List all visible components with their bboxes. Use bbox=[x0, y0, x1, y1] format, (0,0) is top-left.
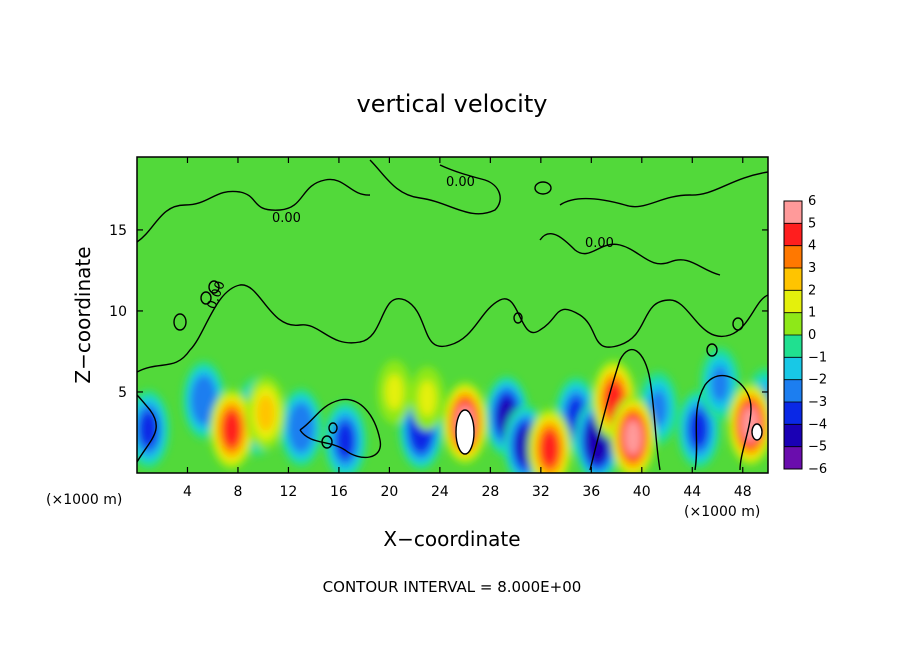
contour-label: 0.00 bbox=[585, 236, 614, 251]
colorbar-tick-label: −5 bbox=[808, 440, 827, 455]
contour-line bbox=[694, 374, 752, 471]
colorbar-tick-label: 3 bbox=[808, 261, 816, 276]
x-tick-label: 32 bbox=[532, 484, 550, 500]
x-axis-unit-left: (×1000 m) bbox=[46, 492, 122, 508]
contour-line bbox=[137, 394, 157, 463]
colorbar-swatch bbox=[784, 312, 802, 335]
y-axis: 5 10 15 bbox=[109, 223, 768, 401]
x-tick-label: 24 bbox=[431, 484, 449, 500]
updraft-cell bbox=[222, 411, 241, 448]
contour-loop bbox=[200, 291, 212, 305]
y-tick-label: 15 bbox=[109, 223, 127, 239]
x-tick-label: 16 bbox=[330, 484, 348, 500]
contour-loop bbox=[208, 280, 220, 294]
updraft-cell bbox=[624, 419, 642, 456]
colorbar-tick-label: −6 bbox=[808, 462, 827, 477]
colorbar-tick-label: −4 bbox=[808, 417, 827, 432]
x-tick-label: 4 bbox=[183, 484, 192, 500]
updraft-cell bbox=[256, 395, 275, 432]
colorbar-swatch bbox=[784, 379, 802, 402]
x-tick-label: 48 bbox=[734, 484, 752, 500]
contour-labels: 0.00 0.00 0.00 0.00 bbox=[205, 175, 614, 311]
colorbar-swatch bbox=[784, 223, 802, 246]
contour-label: 0.00 bbox=[272, 211, 301, 226]
contour-line bbox=[369, 159, 501, 215]
x-tick-label: 36 bbox=[582, 484, 600, 500]
downdraft-cell bbox=[689, 411, 708, 448]
contour-line bbox=[559, 171, 768, 208]
updraft-cell bbox=[385, 373, 404, 410]
contour-line bbox=[539, 233, 721, 276]
contour-label: 0.00 bbox=[446, 175, 475, 190]
downdraft-cell bbox=[195, 382, 213, 419]
contour-loop bbox=[455, 409, 475, 455]
colorbar-swatch bbox=[784, 290, 802, 313]
x-tick-label: 12 bbox=[280, 484, 298, 500]
chart-title: vertical velocity bbox=[357, 90, 548, 118]
updraft-cell bbox=[540, 430, 559, 467]
contour-line bbox=[137, 284, 768, 373]
y-axis-title: Z−coordinate bbox=[71, 246, 95, 383]
x-tick-label: 8 bbox=[233, 484, 242, 500]
y-tick-label: 5 bbox=[118, 385, 127, 401]
colorbar-tick-label: 2 bbox=[808, 283, 816, 298]
y-tick-label: 10 bbox=[109, 304, 127, 320]
colorbar-tick-label: 4 bbox=[808, 239, 816, 254]
contour-loop bbox=[732, 317, 744, 331]
contour-loop bbox=[751, 423, 763, 441]
colorbar-swatch bbox=[784, 446, 802, 469]
colorbar-swatch bbox=[784, 402, 802, 425]
contour-loop bbox=[706, 343, 718, 357]
contour-loop bbox=[328, 422, 338, 434]
colorbar-tick-label: 5 bbox=[808, 216, 816, 231]
x-axis-title: X−coordinate bbox=[383, 527, 520, 551]
x-tick-label: 20 bbox=[380, 484, 398, 500]
colorbar-tick-label: 0 bbox=[808, 328, 816, 343]
colorbar: 6 5 4 3 2 1 0 −1 −2 −3 −4 −5 −6 bbox=[783, 194, 827, 477]
contour-interval-note: CONTOUR INTERVAL = 8.000E+00 bbox=[323, 578, 582, 596]
colorbar-tick-label: −3 bbox=[808, 395, 827, 410]
colorbar-tick-label: 6 bbox=[808, 194, 816, 209]
x-tick-label: 44 bbox=[683, 484, 701, 500]
zero-contours bbox=[137, 159, 768, 471]
contour-line bbox=[589, 348, 661, 471]
x-axis-unit-right: (×1000 m) bbox=[684, 504, 760, 520]
plot-area: 0.00 0.00 0.00 0.00 bbox=[136, 156, 769, 474]
x-axis: 4 8 12 16 20 24 28 32 36 40 44 48 bbox=[183, 157, 752, 500]
contour-line bbox=[137, 178, 371, 243]
downdraft-cell bbox=[336, 422, 355, 459]
colorbar-swatch bbox=[784, 201, 802, 224]
contour-loop bbox=[173, 313, 187, 331]
updraft-cell bbox=[418, 380, 437, 417]
colorbar-tick-label: −1 bbox=[808, 350, 827, 365]
colorbar-swatch bbox=[784, 357, 802, 380]
colorbar-swatch bbox=[784, 424, 802, 447]
x-tick-label: 28 bbox=[481, 484, 499, 500]
x-tick-label: 40 bbox=[633, 484, 651, 500]
colorbar-swatch bbox=[784, 268, 802, 291]
colorbar-tick-label: −2 bbox=[808, 373, 827, 388]
colorbar-tick-label: 1 bbox=[808, 306, 816, 321]
plot-frame bbox=[136, 156, 769, 474]
downdraft-cell bbox=[292, 409, 310, 446]
contour-loop bbox=[321, 435, 333, 449]
downdraft-cell bbox=[711, 365, 729, 402]
contour-loop bbox=[513, 312, 523, 324]
contour-loop bbox=[534, 181, 552, 195]
colorbar-swatch bbox=[784, 335, 802, 358]
colorbar-swatch bbox=[784, 245, 802, 268]
velocity-field bbox=[137, 347, 768, 473]
